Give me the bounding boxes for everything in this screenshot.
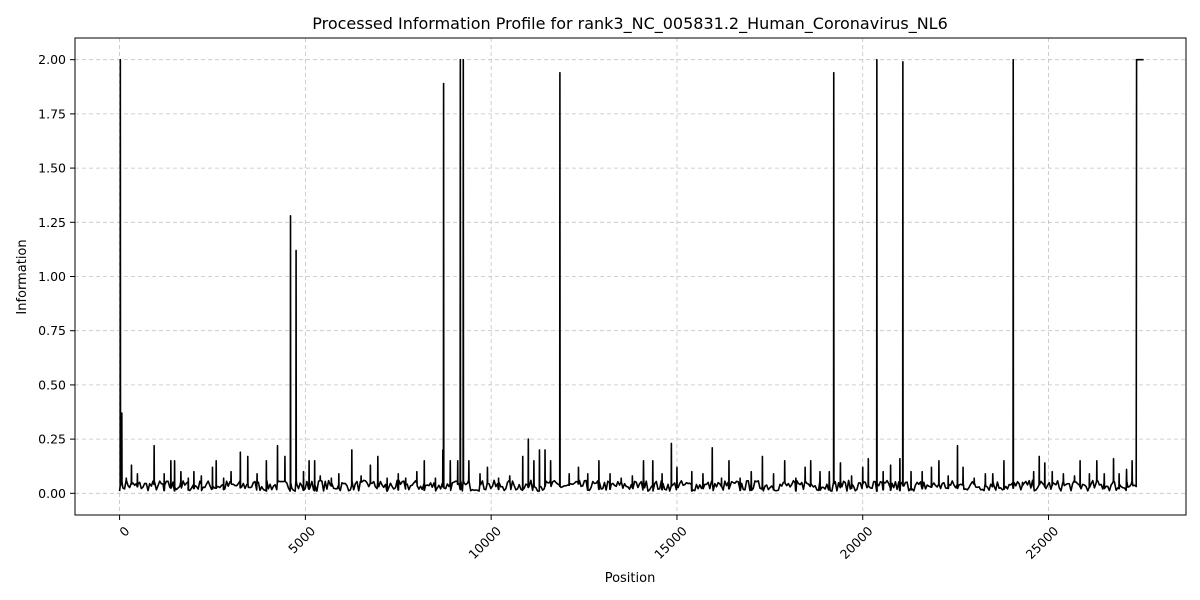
x-tick-label: 5000 bbox=[285, 523, 318, 556]
y-tick-label: 0.75 bbox=[38, 323, 66, 338]
x-tick-label: 20000 bbox=[837, 523, 876, 562]
y-tick-label: 1.75 bbox=[38, 106, 66, 121]
information-series-line bbox=[118, 58, 1144, 492]
y-tick-label: 0.50 bbox=[38, 377, 66, 392]
x-tick-label: 15000 bbox=[651, 523, 690, 562]
y-tick-label: 1.50 bbox=[38, 161, 66, 176]
y-axis-label: Information bbox=[15, 239, 30, 314]
y-tick-label: 1.00 bbox=[38, 269, 66, 284]
x-axis-label: Position bbox=[605, 571, 656, 586]
x-tick-label: 25000 bbox=[1023, 523, 1062, 562]
y-tick-label: 2.00 bbox=[38, 52, 66, 67]
y-tick-label: 1.25 bbox=[38, 215, 66, 230]
plot-area bbox=[118, 58, 1144, 492]
chart-title: Processed Information Profile for rank3_… bbox=[312, 14, 948, 34]
y-tick-label: 0.25 bbox=[38, 432, 66, 447]
x-tick-label: 0 bbox=[116, 523, 132, 539]
plot-frame bbox=[74, 37, 1187, 516]
x-tick-label: 10000 bbox=[465, 523, 504, 562]
y-tick-label: 0.00 bbox=[38, 486, 66, 501]
grid-lines bbox=[75, 38, 1186, 515]
